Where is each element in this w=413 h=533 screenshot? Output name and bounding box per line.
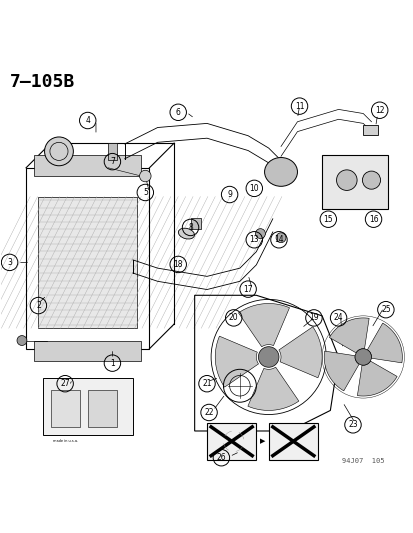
Text: 7–105B: 7–105B bbox=[9, 73, 75, 91]
Circle shape bbox=[255, 229, 265, 239]
Text: 7: 7 bbox=[110, 157, 114, 166]
Text: 10: 10 bbox=[249, 184, 259, 193]
Bar bbox=[321, 156, 387, 209]
Text: 12: 12 bbox=[374, 106, 384, 115]
Text: 11: 11 bbox=[294, 102, 304, 111]
Text: 16: 16 bbox=[368, 215, 377, 224]
Text: 22: 22 bbox=[204, 408, 213, 417]
Text: 24: 24 bbox=[333, 313, 342, 322]
Polygon shape bbox=[356, 361, 396, 396]
Bar bbox=[108, 143, 116, 159]
Circle shape bbox=[17, 336, 27, 345]
Text: 13: 13 bbox=[249, 235, 259, 244]
Text: 9: 9 bbox=[227, 190, 232, 199]
Ellipse shape bbox=[264, 158, 297, 187]
Text: 17: 17 bbox=[243, 285, 252, 294]
Text: 14: 14 bbox=[273, 235, 283, 244]
Circle shape bbox=[275, 233, 285, 243]
Bar bbox=[34, 341, 141, 361]
Text: 1: 1 bbox=[110, 359, 114, 368]
Polygon shape bbox=[323, 351, 358, 391]
Circle shape bbox=[354, 349, 370, 365]
Bar bbox=[88, 390, 116, 427]
Text: 25: 25 bbox=[380, 305, 390, 314]
Text: 3: 3 bbox=[7, 258, 12, 267]
Polygon shape bbox=[278, 327, 321, 378]
Ellipse shape bbox=[178, 228, 194, 239]
Text: made in u.s.a.: made in u.s.a. bbox=[52, 439, 78, 443]
Text: 8: 8 bbox=[188, 223, 192, 232]
Text: 6: 6 bbox=[176, 108, 180, 117]
Polygon shape bbox=[215, 336, 258, 387]
Bar bbox=[51, 390, 79, 427]
Text: 5: 5 bbox=[142, 188, 147, 197]
Bar bbox=[34, 156, 141, 176]
Text: 23: 23 bbox=[347, 421, 357, 429]
Circle shape bbox=[139, 170, 151, 182]
Bar bbox=[362, 125, 377, 135]
Polygon shape bbox=[238, 303, 289, 347]
Bar bbox=[43, 377, 133, 435]
Text: 20: 20 bbox=[228, 313, 238, 322]
Text: 4: 4 bbox=[85, 116, 90, 125]
Polygon shape bbox=[366, 323, 401, 363]
Text: 26: 26 bbox=[216, 453, 225, 462]
Text: 15: 15 bbox=[323, 215, 332, 224]
Polygon shape bbox=[329, 318, 368, 353]
Circle shape bbox=[45, 137, 73, 166]
Bar bbox=[190, 218, 200, 230]
Text: 18: 18 bbox=[173, 260, 183, 269]
Text: 19: 19 bbox=[309, 313, 318, 322]
Text: 94J07  105: 94J07 105 bbox=[341, 458, 384, 464]
Circle shape bbox=[258, 346, 278, 367]
Polygon shape bbox=[38, 197, 137, 328]
Text: 27: 27 bbox=[60, 379, 70, 388]
Polygon shape bbox=[247, 367, 298, 410]
Bar bbox=[206, 423, 256, 460]
Bar bbox=[268, 423, 317, 460]
Text: ▶: ▶ bbox=[259, 438, 265, 445]
Text: 2: 2 bbox=[36, 301, 40, 310]
Circle shape bbox=[336, 170, 356, 190]
Text: 21: 21 bbox=[202, 379, 211, 388]
Circle shape bbox=[361, 171, 380, 189]
